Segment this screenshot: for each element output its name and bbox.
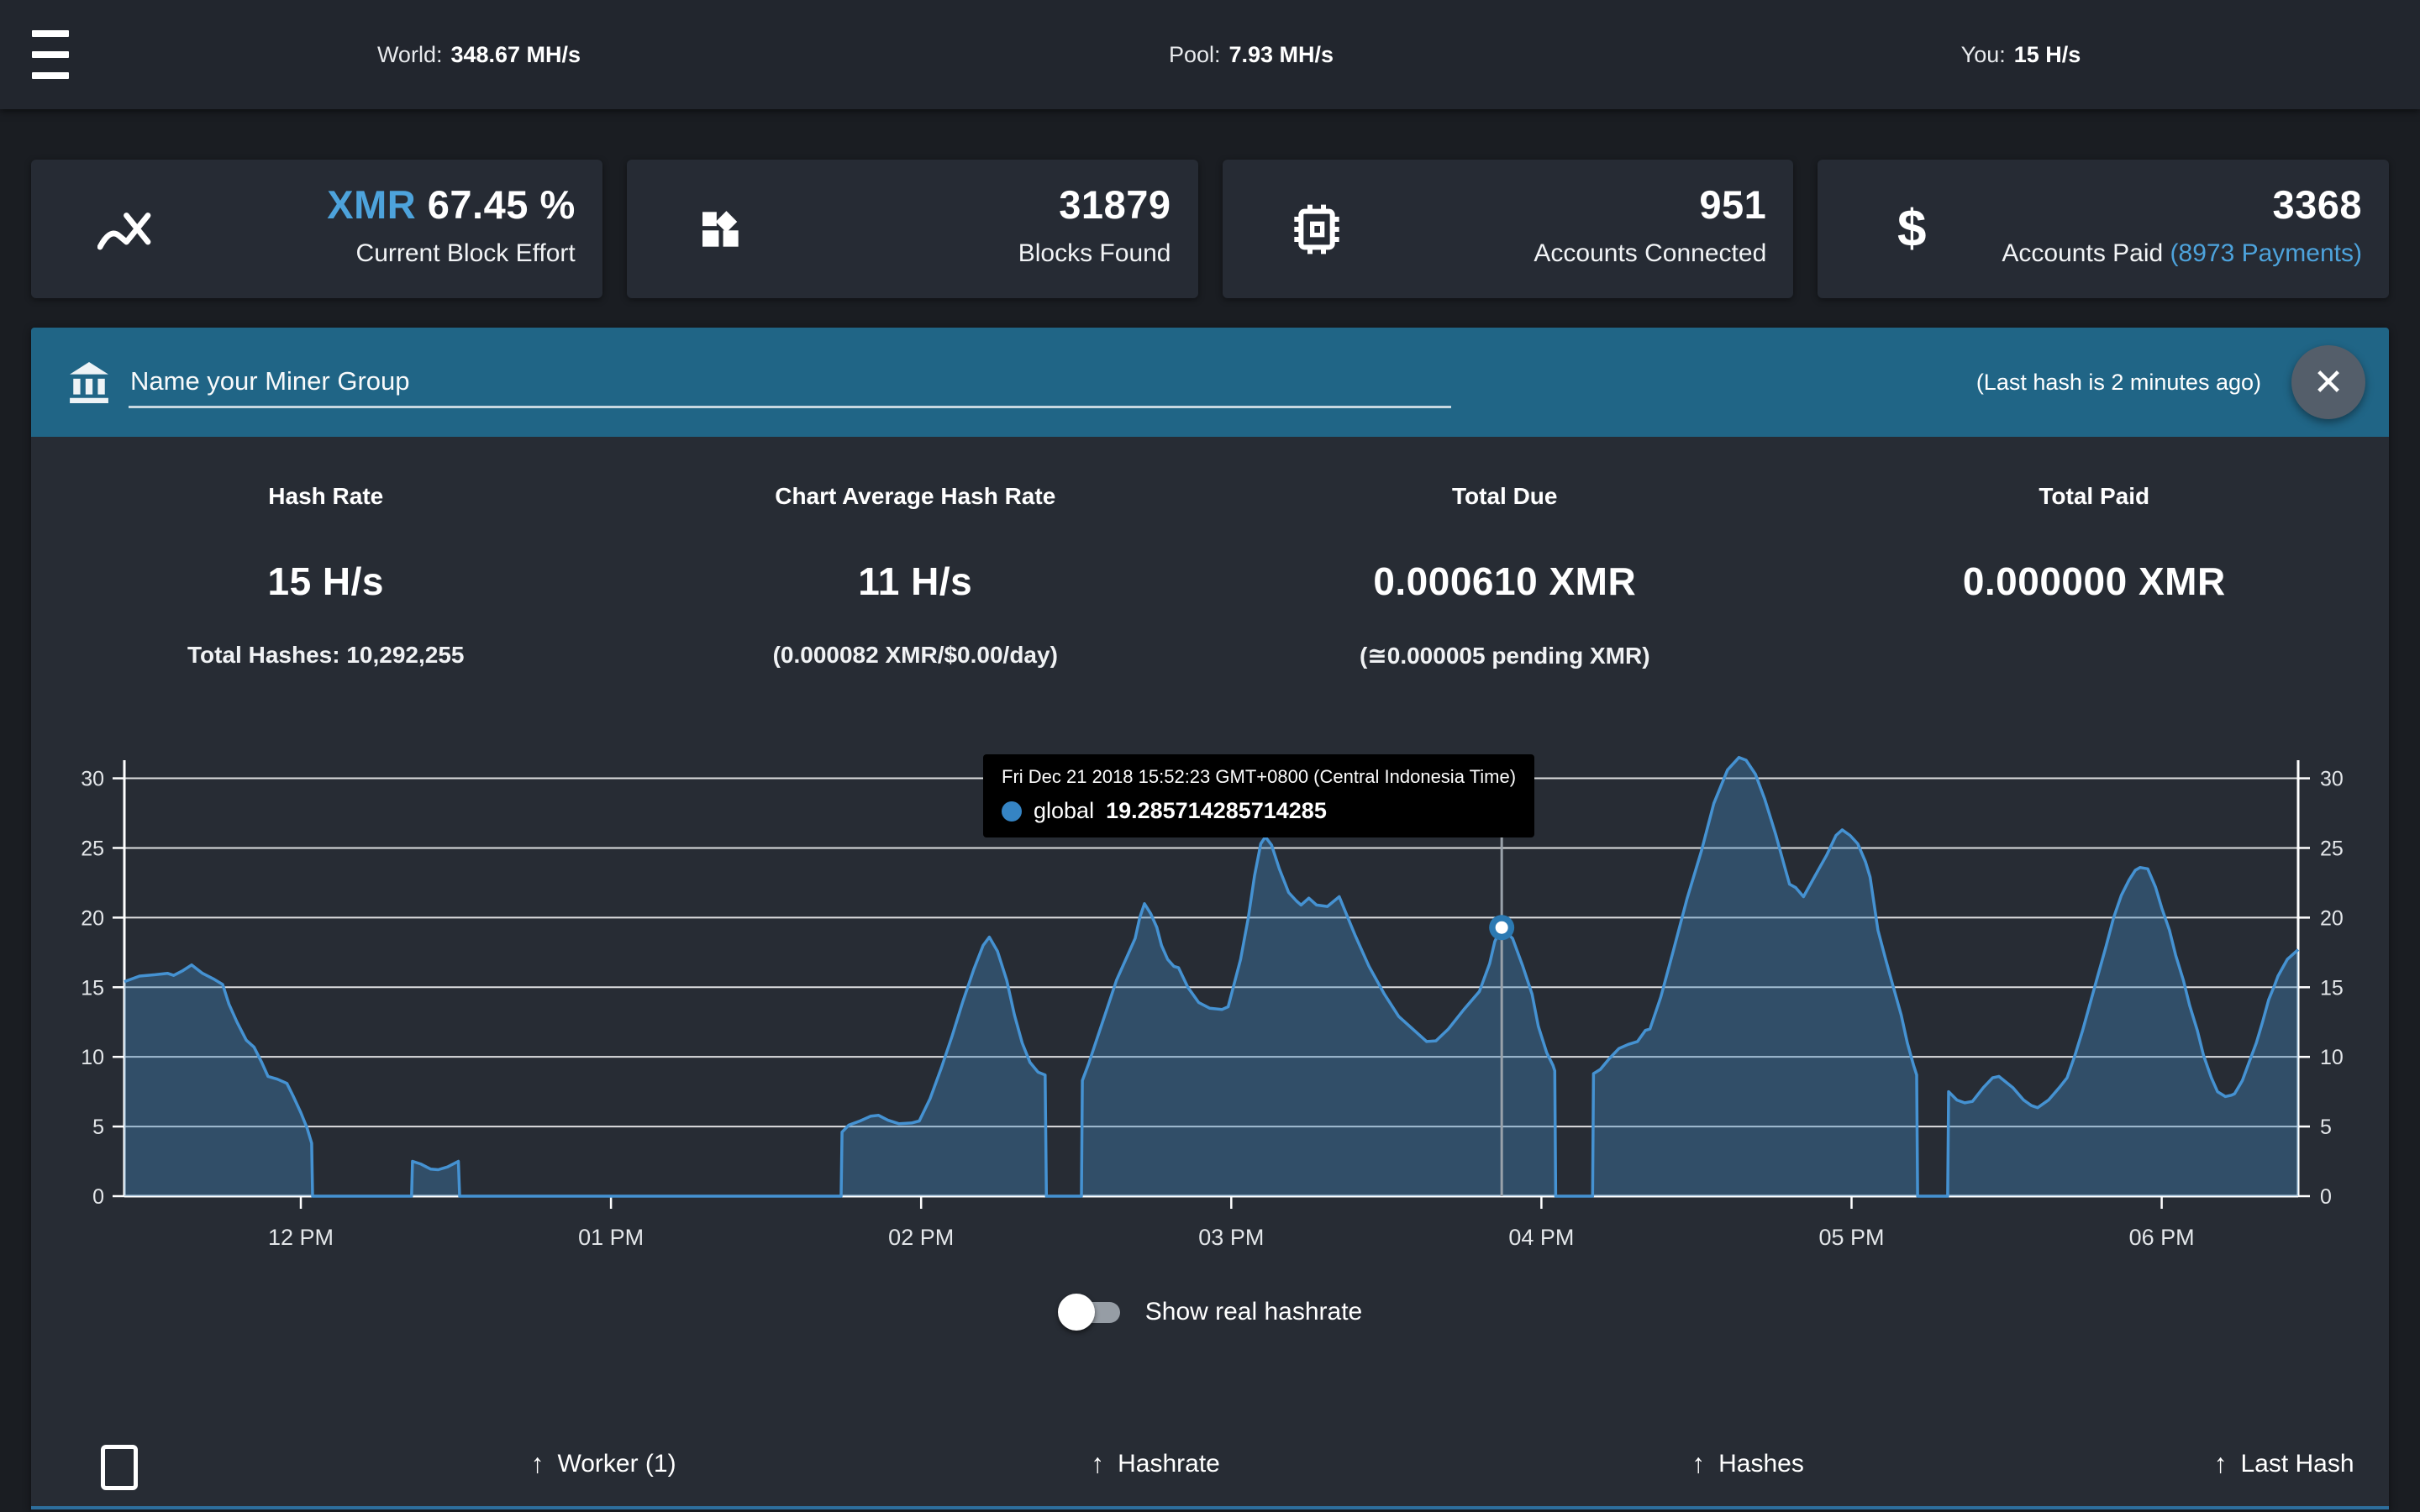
toggle-row: Show real hashrate xyxy=(31,1285,2389,1339)
svg-text:15: 15 xyxy=(81,976,104,1000)
accounts-paid-value: 3368 xyxy=(2272,182,2362,227)
trending-chart-icon xyxy=(97,201,154,258)
worker-table-header: ↑ Worker (1) ↑ Hashrate ↑ Hashes ↑ Last … xyxy=(31,1436,2389,1512)
pool-hashrate: Pool: 7.93 MH/s xyxy=(1169,0,1334,109)
blocks-icon xyxy=(692,201,750,258)
stat-value: 0.000610 XMR xyxy=(1373,559,1637,603)
stat-cards-row: XMR 67.45 % Current Block Effort 31879 B… xyxy=(31,160,2389,298)
accounts-connected-value: 951 xyxy=(1699,182,1767,227)
you-label: You: xyxy=(1960,41,2006,67)
sort-arrow-icon: ↑ xyxy=(530,1448,544,1478)
stat-value: 11 H/s xyxy=(858,559,973,603)
accounts-paid-label: Accounts Paid (8973 Payments) xyxy=(2002,239,2362,267)
select-all-checkbox[interactable] xyxy=(101,1445,138,1490)
tooltip-value: 19.285714285714285 xyxy=(1106,798,1327,823)
svg-text:02 PM: 02 PM xyxy=(888,1225,954,1250)
svg-text:25: 25 xyxy=(2320,837,2344,860)
svg-text:25: 25 xyxy=(81,837,104,860)
close-icon[interactable]: ✕ xyxy=(2291,345,2365,419)
accounts-paid-card: $ 3368 Accounts Paid (8973 Payments) xyxy=(1818,160,2389,298)
world-label: World: xyxy=(376,41,443,67)
svg-text:04 PM: 04 PM xyxy=(1508,1225,1574,1250)
stat-title: Chart Average Hash Rate xyxy=(775,483,1056,509)
stat-title: Total Due xyxy=(1452,483,1558,509)
svg-text:0: 0 xyxy=(2320,1185,2332,1209)
svg-text:05 PM: 05 PM xyxy=(1818,1225,1884,1250)
table-bottom-strip xyxy=(31,1509,2389,1512)
svg-text:03 PM: 03 PM xyxy=(1198,1225,1264,1250)
sort-arrow-icon: ↑ xyxy=(2213,1448,2228,1478)
hash-rate-stat: Hash Rate 15 H/s Total Hashes: 10,292,25… xyxy=(31,483,621,670)
toggle-label: Show real hashrate xyxy=(1144,1298,1363,1326)
svg-text:01 PM: 01 PM xyxy=(578,1225,644,1250)
hashrate-chart-area: 0 0 5 5 10 10 15 15 20 20 25 25 30 30 12 PM 01 PM 02 PM 0… xyxy=(31,748,2389,1273)
chart-average-stat: Chart Average Hash Rate 11 H/s (0.000082… xyxy=(621,483,1211,670)
stat-sub: (0.000082 XMR/$0.00/day) xyxy=(772,642,1058,668)
blocks-found-card: 31879 Blocks Found xyxy=(626,160,1198,298)
total-paid-stat: Total Paid 0.000000 XMR xyxy=(1800,483,2390,670)
total-due-stat: Total Due 0.000610 XMR (≅0.000005 pendin… xyxy=(1210,483,1800,670)
column-last-hash[interactable]: ↑ Last Hash xyxy=(2213,1448,2354,1478)
block-effort-card: XMR 67.45 % Current Block Effort xyxy=(31,160,602,298)
blocks-found-value: 31879 xyxy=(1059,182,1171,227)
svg-text:20: 20 xyxy=(81,906,104,930)
stat-title: Hash Rate xyxy=(268,483,384,509)
accounts-connected-card: 951 Accounts Connected xyxy=(1222,160,1794,298)
miner-group-name-input[interactable] xyxy=(129,356,1451,408)
block-effort-value: XMR 67.45 % xyxy=(327,182,576,227)
svg-text:10: 10 xyxy=(2320,1046,2344,1069)
svg-text:10: 10 xyxy=(81,1046,104,1069)
show-real-hashrate-toggle[interactable] xyxy=(1057,1293,1122,1331)
toggle-knob xyxy=(1057,1294,1095,1331)
world-value: 348.67 MH/s xyxy=(450,41,581,67)
your-hashrate: You: 15 H/s xyxy=(1961,0,2081,109)
pool-label: Pool: xyxy=(1168,41,1221,67)
you-value: 15 H/s xyxy=(2013,41,2081,67)
chip-icon xyxy=(1288,201,1345,258)
miner-stats-row: Hash Rate 15 H/s Total Hashes: 10,292,25… xyxy=(31,483,2389,670)
tooltip-series-name: global xyxy=(1034,798,1095,823)
dollar-icon: $ xyxy=(1897,199,1927,258)
stat-value: 15 H/s xyxy=(267,559,385,603)
world-hashrate: World: 348.67 MH/s xyxy=(377,0,581,109)
stat-value: 0.000000 XMR xyxy=(1962,559,2226,603)
hashrate-chart[interactable]: 0 0 5 5 10 10 15 15 20 20 25 25 30 30 12 PM 01 PM 02 PM 0… xyxy=(31,748,2389,1273)
blocks-found-link[interactable]: Blocks Found xyxy=(1018,239,1171,267)
chart-tooltip: Fri Dec 21 2018 15:52:23 GMT+0800 (Centr… xyxy=(983,754,1535,837)
menu-icon[interactable] xyxy=(32,30,69,79)
xmr-prefix: XMR xyxy=(327,182,417,227)
table-divider xyxy=(31,1506,2389,1509)
accounts-connected-label: Accounts Connected xyxy=(1534,239,1767,267)
svg-text:15: 15 xyxy=(2320,976,2344,1000)
sort-arrow-icon: ↑ xyxy=(1091,1448,1105,1478)
stat-title: Total Paid xyxy=(2039,483,2150,509)
svg-text:5: 5 xyxy=(2320,1116,2332,1139)
miner-panel: (Last hash is 2 minutes ago) ✕ Hash Rate… xyxy=(31,328,2389,1512)
bank-icon xyxy=(68,360,110,404)
sort-arrow-icon: ↑ xyxy=(1691,1448,1706,1478)
svg-text:30: 30 xyxy=(81,768,104,791)
stat-sub: Total Hashes: 10,292,255 xyxy=(187,642,465,668)
block-effort-label: Current Block Effort xyxy=(355,239,576,267)
svg-text:5: 5 xyxy=(92,1116,104,1139)
tooltip-timestamp: Fri Dec 21 2018 15:52:23 GMT+0800 (Centr… xyxy=(1002,766,1517,787)
column-hashes[interactable]: ↑ Hashes xyxy=(1691,1448,1804,1478)
payments-link[interactable]: (8973 Payments) xyxy=(2170,239,2362,267)
svg-text:20: 20 xyxy=(2320,906,2344,930)
miner-group-banner: (Last hash is 2 minutes ago) ✕ xyxy=(31,328,2389,437)
svg-text:12 PM: 12 PM xyxy=(268,1225,334,1250)
series-dot-icon xyxy=(1002,801,1022,822)
top-bar: World: 348.67 MH/s Pool: 7.93 MH/s You: … xyxy=(0,0,2420,109)
svg-text:06 PM: 06 PM xyxy=(2129,1225,2195,1250)
stat-sub: (≅0.000005 pending XMR) xyxy=(1359,643,1650,669)
svg-text:30: 30 xyxy=(2320,768,2344,791)
column-hashrate[interactable]: ↑ Hashrate xyxy=(1091,1448,1220,1478)
stat-sub xyxy=(1800,642,2390,670)
pool-value: 7.93 MH/s xyxy=(1228,41,1334,67)
column-worker[interactable]: ↑ Worker (1) xyxy=(530,1448,676,1478)
svg-text:0: 0 xyxy=(92,1185,104,1209)
last-hash-status: (Last hash is 2 minutes ago) xyxy=(1975,369,2261,395)
